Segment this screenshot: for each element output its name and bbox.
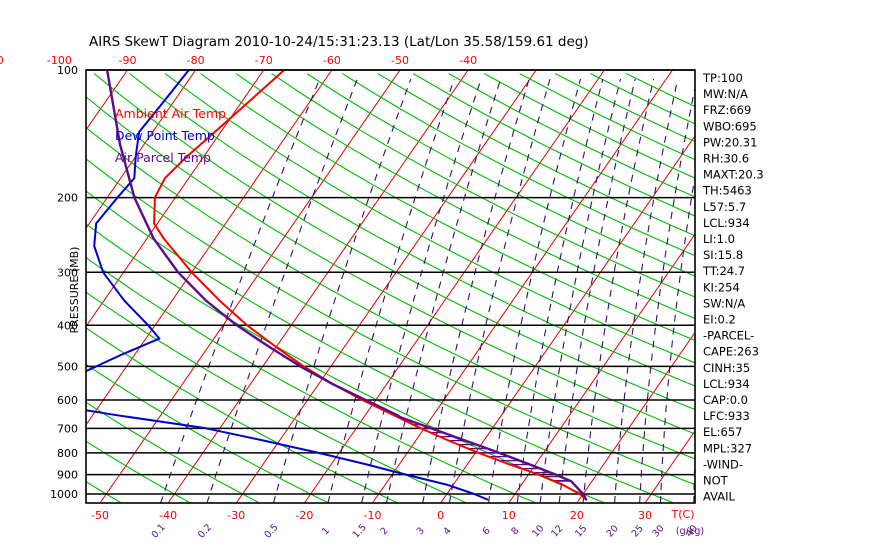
index-item-10: LI:1.0 bbox=[703, 232, 735, 246]
temperature-axis-label: T(C) bbox=[671, 508, 695, 521]
index-item-22: EL:657 bbox=[703, 425, 743, 439]
mixing-ratio-tick: 3 bbox=[415, 525, 427, 537]
dry-adiabat-grid bbox=[86, 73, 695, 503]
bottom-temp-tick: -10 bbox=[364, 509, 382, 522]
page-title: AIRS SkewT Diagram 2010-10-24/15:31:23.1… bbox=[89, 34, 589, 50]
index-item-18: CINH:35 bbox=[703, 361, 750, 375]
bottom-temperature-axis: -50 -40 -30 -20 -10 0 10 20 30 bbox=[91, 509, 652, 522]
plot-frame bbox=[85, 69, 696, 504]
bottom-temp-tick: -50 bbox=[91, 509, 109, 522]
index-item-4: PW:20.31 bbox=[703, 135, 757, 149]
pressure-tick: 500 bbox=[57, 360, 78, 373]
bottom-temp-tick: 0 bbox=[437, 509, 444, 522]
index-item-13: KI:254 bbox=[703, 280, 740, 294]
legend-label-0: Ambient Air Temp bbox=[115, 106, 226, 121]
index-item-24: -WIND- bbox=[703, 457, 743, 471]
top-temp-tick: -70 bbox=[255, 54, 273, 67]
legend-label-2: Air Parcel Temp bbox=[115, 150, 211, 165]
mixing-ratio-tick: 1 bbox=[320, 525, 332, 537]
pressure-tick: 100 bbox=[57, 64, 78, 77]
index-item-12: TT:24.7 bbox=[702, 264, 745, 278]
mixing-ratio-grid bbox=[159, 78, 695, 503]
top-temp-tick: -110 bbox=[0, 54, 4, 67]
index-item-15: EI:0.2 bbox=[703, 313, 736, 327]
pressure-tick: 600 bbox=[57, 394, 78, 407]
curve-air-parcel-temp bbox=[105, 70, 588, 501]
index-item-5: RH:30.6 bbox=[703, 152, 749, 166]
pressure-tick: 900 bbox=[57, 469, 78, 482]
index-item-17: CAPE:263 bbox=[703, 345, 759, 359]
index-item-21: LFC:933 bbox=[703, 409, 750, 423]
index-item-26: AVAIL bbox=[703, 490, 736, 504]
curve-dew-point-temp bbox=[86, 70, 489, 501]
mixing-ratio-tick: 4 bbox=[441, 525, 453, 537]
index-item-0: TP:100 bbox=[702, 71, 743, 85]
pressure-axis: 100 200 300 400 500 600 700 800 900 1000 bbox=[50, 64, 78, 501]
top-temperature-axis: -120-110-100-90-80-70-60-50-40 bbox=[0, 54, 477, 67]
curve-legend: Ambient Air Temp Dew Point Temp Air Parcel… bbox=[115, 106, 226, 165]
index-item-8: L57:5.7 bbox=[703, 200, 746, 214]
isotherm-grid bbox=[86, 70, 695, 503]
mixing-ratio-tick: 2 bbox=[378, 525, 390, 537]
pressure-tick: 800 bbox=[57, 447, 78, 460]
index-item-14: SW:N/A bbox=[703, 296, 745, 310]
index-item-16: -PARCEL- bbox=[703, 329, 754, 343]
index-item-23: MPL:327 bbox=[703, 441, 752, 455]
bottom-temp-tick: 10 bbox=[502, 509, 516, 522]
index-item-9: LCL:934 bbox=[703, 216, 750, 230]
legend-label-1: Dew Point Temp bbox=[115, 128, 215, 143]
index-item-11: SI:15.8 bbox=[703, 248, 743, 262]
top-temp-tick: -80 bbox=[187, 54, 205, 67]
pressure-tick: 200 bbox=[57, 192, 78, 205]
bottom-temp-tick: 30 bbox=[638, 509, 652, 522]
mixing-ratio-tick: 8 bbox=[509, 525, 521, 537]
index-item-1: MW:N/A bbox=[703, 87, 748, 101]
pressure-tick: 1000 bbox=[50, 488, 78, 501]
bottom-temp-tick: 20 bbox=[570, 509, 584, 522]
index-item-20: CAP:0.0 bbox=[703, 393, 748, 407]
top-temp-tick: -60 bbox=[323, 54, 341, 67]
index-item-25: NOT bbox=[703, 474, 729, 488]
pressure-axis-label: PRESSURE (MB) bbox=[68, 247, 81, 334]
pressure-tick: 400 bbox=[57, 319, 78, 332]
index-panel: TP:100 MW:N/A FRZ:669 WBO:695 PW:20.31 RH:30.… bbox=[702, 71, 764, 504]
index-item-3: WBO:695 bbox=[703, 119, 757, 133]
mixing-ratio-tick: 6 bbox=[481, 525, 493, 537]
sounding-curves bbox=[86, 70, 588, 501]
bottom-temp-tick: -40 bbox=[159, 509, 177, 522]
index-item-7: TH:5463 bbox=[702, 184, 752, 198]
mixing-ratio-axis-label: (g/kg) bbox=[676, 526, 704, 537]
pressure-tick: 300 bbox=[57, 266, 78, 279]
top-temp-tick: -50 bbox=[391, 54, 409, 67]
bottom-temp-tick: -30 bbox=[227, 509, 245, 522]
top-temp-tick: -100 bbox=[47, 54, 72, 67]
curve-ambient-air-temp bbox=[153, 70, 588, 501]
index-item-19: LCL:934 bbox=[703, 377, 750, 391]
pressure-tick: 700 bbox=[57, 422, 78, 435]
top-temp-tick: -40 bbox=[459, 54, 477, 67]
top-temp-tick: -90 bbox=[119, 54, 137, 67]
index-item-6: MAXT:20.3 bbox=[703, 168, 764, 182]
bottom-temp-tick: -20 bbox=[295, 509, 313, 522]
index-item-2: FRZ:669 bbox=[703, 103, 751, 117]
